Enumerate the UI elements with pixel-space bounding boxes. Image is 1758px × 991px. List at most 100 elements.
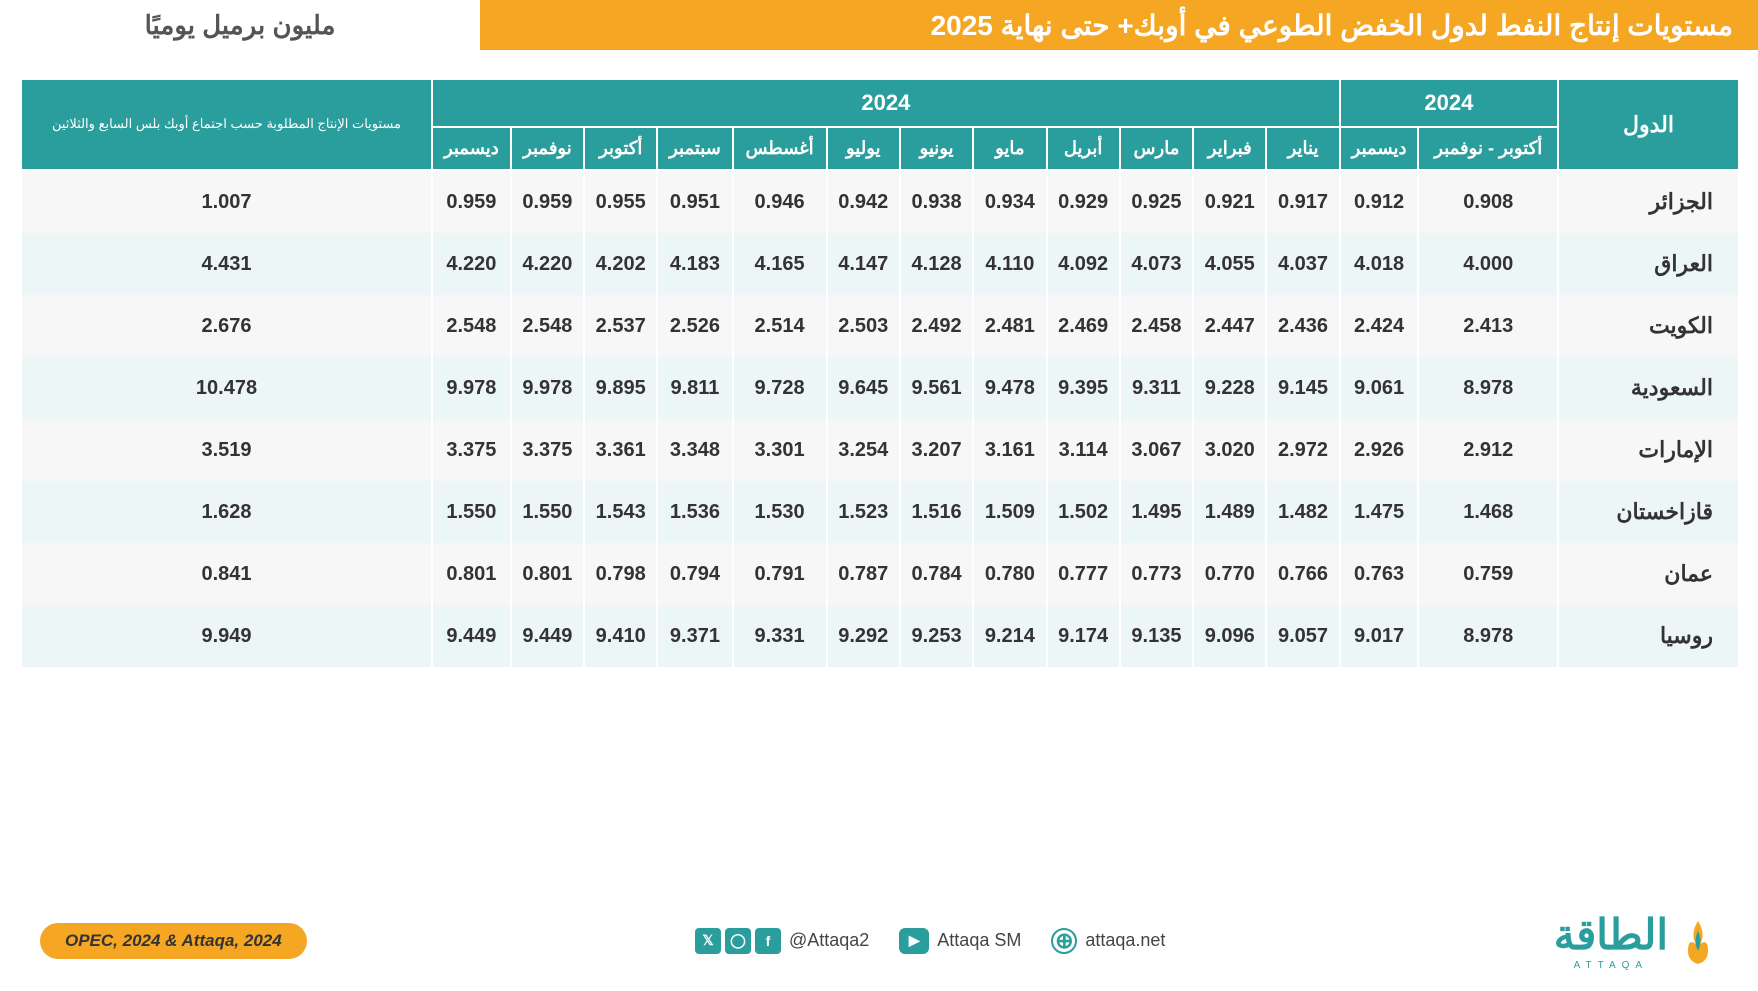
value-cell: 0.912 xyxy=(1340,170,1419,233)
col-sep: سبتمبر xyxy=(657,127,732,170)
value-cell: 0.955 xyxy=(584,170,657,233)
value-cell: 1.628 xyxy=(21,481,432,543)
value-cell: 9.371 xyxy=(657,605,732,667)
value-cell: 0.791 xyxy=(733,543,827,605)
value-cell: 9.449 xyxy=(511,605,584,667)
value-cell: 2.481 xyxy=(973,295,1046,357)
country-cell: العراق xyxy=(1558,233,1738,295)
value-cell: 4.128 xyxy=(900,233,973,295)
value-cell: 9.214 xyxy=(973,605,1046,667)
value-cell: 0.841 xyxy=(21,543,432,605)
value-cell: 3.361 xyxy=(584,419,657,481)
col-nov: نوفمبر xyxy=(511,127,584,170)
value-cell: 0.801 xyxy=(511,543,584,605)
value-cell: 0.908 xyxy=(1418,170,1558,233)
value-cell: 2.548 xyxy=(511,295,584,357)
production-table: الدول 2024 2024 مستويات الإنتاج المطلوبة… xyxy=(20,80,1738,667)
value-cell: 9.410 xyxy=(584,605,657,667)
value-cell: 0.951 xyxy=(657,170,732,233)
page-title: مستويات إنتاج النفط لدول الخفض الطوعي في… xyxy=(480,0,1758,50)
value-cell: 2.492 xyxy=(900,295,973,357)
value-cell: 2.436 xyxy=(1266,295,1339,357)
value-cell: 9.561 xyxy=(900,357,973,419)
value-cell: 2.926 xyxy=(1340,419,1419,481)
value-cell: 1.495 xyxy=(1120,481,1193,543)
value-cell: 10.478 xyxy=(21,357,432,419)
value-cell: 1.543 xyxy=(584,481,657,543)
value-cell: 0.780 xyxy=(973,543,1046,605)
value-cell: 0.938 xyxy=(900,170,973,233)
value-cell: 9.978 xyxy=(432,357,511,419)
value-cell: 3.067 xyxy=(1120,419,1193,481)
col-mar: مارس xyxy=(1120,127,1193,170)
col-jun: يونيو xyxy=(900,127,973,170)
value-cell: 4.073 xyxy=(1120,233,1193,295)
value-cell: 2.912 xyxy=(1418,419,1558,481)
flame-icon xyxy=(1678,916,1718,966)
value-cell: 0.759 xyxy=(1418,543,1558,605)
value-cell: 1.502 xyxy=(1047,481,1120,543)
value-cell: 0.934 xyxy=(973,170,1046,233)
value-cell: 3.161 xyxy=(973,419,1046,481)
value-cell: 2.458 xyxy=(1120,295,1193,357)
value-cell: 0.801 xyxy=(432,543,511,605)
value-cell: 1.550 xyxy=(511,481,584,543)
globe-icon[interactable]: ⊕ xyxy=(1051,928,1077,954)
value-cell: 4.202 xyxy=(584,233,657,295)
facebook-icon[interactable]: f xyxy=(755,928,781,954)
value-cell: 2.676 xyxy=(21,295,432,357)
value-cell: 0.917 xyxy=(1266,170,1339,233)
value-cell: 3.254 xyxy=(827,419,900,481)
logo-subtext: ATTAQA xyxy=(1554,960,1668,971)
value-cell: 2.413 xyxy=(1418,295,1558,357)
value-cell: 1.516 xyxy=(900,481,973,543)
value-cell: 0.773 xyxy=(1120,543,1193,605)
value-cell: 4.220 xyxy=(432,233,511,295)
table-row: العراق4.0004.0184.0374.0554.0734.0924.11… xyxy=(21,233,1738,295)
table-row: قازاخستان1.4681.4751.4821.4891.4951.5021… xyxy=(21,481,1738,543)
value-cell: 4.092 xyxy=(1047,233,1120,295)
value-cell: 1.468 xyxy=(1418,481,1558,543)
value-cell: 4.110 xyxy=(973,233,1046,295)
value-cell: 1.475 xyxy=(1340,481,1419,543)
value-cell: 2.537 xyxy=(584,295,657,357)
value-cell: 3.348 xyxy=(657,419,732,481)
value-cell: 0.959 xyxy=(432,170,511,233)
value-cell: 9.449 xyxy=(432,605,511,667)
table-row: روسيا8.9789.0179.0579.0969.1359.1749.214… xyxy=(21,605,1738,667)
value-cell: 0.959 xyxy=(511,170,584,233)
instagram-icon[interactable]: ◯ xyxy=(725,928,751,954)
country-cell: قازاخستان xyxy=(1558,481,1738,543)
value-cell: 8.978 xyxy=(1418,605,1558,667)
value-cell: 9.135 xyxy=(1120,605,1193,667)
value-cell: 9.331 xyxy=(733,605,827,667)
col-dec: ديسمبر xyxy=(432,127,511,170)
value-cell: 2.548 xyxy=(432,295,511,357)
value-cell: 1.536 xyxy=(657,481,732,543)
country-cell: عمان xyxy=(1558,543,1738,605)
value-cell: 1.509 xyxy=(973,481,1046,543)
x-icon[interactable]: 𝕏 xyxy=(695,928,721,954)
value-cell: 1.482 xyxy=(1266,481,1339,543)
col-feb: فبراير xyxy=(1193,127,1266,170)
value-cell: 9.145 xyxy=(1266,357,1339,419)
value-cell: 0.925 xyxy=(1120,170,1193,233)
col-oct-nov: أكتوبر - نوفمبر xyxy=(1418,127,1558,170)
value-cell: 2.526 xyxy=(657,295,732,357)
col-may: مايو xyxy=(973,127,1046,170)
value-cell: 3.375 xyxy=(432,419,511,481)
value-cell: 9.978 xyxy=(511,357,584,419)
value-cell: 1.550 xyxy=(432,481,511,543)
value-cell: 4.431 xyxy=(21,233,432,295)
youtube-icon[interactable]: ▶ xyxy=(899,928,929,954)
value-cell: 9.057 xyxy=(1266,605,1339,667)
value-cell: 1.530 xyxy=(733,481,827,543)
col-required: مستويات الإنتاج المطلوبة حسب اجتماع أوبك… xyxy=(21,80,432,170)
value-cell: 0.766 xyxy=(1266,543,1339,605)
value-cell: 3.020 xyxy=(1193,419,1266,481)
col-dec-prev: ديسمبر xyxy=(1340,127,1419,170)
unit-label: مليون برميل يوميًا xyxy=(0,0,480,50)
table-row: الإمارات2.9122.9262.9723.0203.0673.1143.… xyxy=(21,419,1738,481)
value-cell: 0.798 xyxy=(584,543,657,605)
value-cell: 0.921 xyxy=(1193,170,1266,233)
